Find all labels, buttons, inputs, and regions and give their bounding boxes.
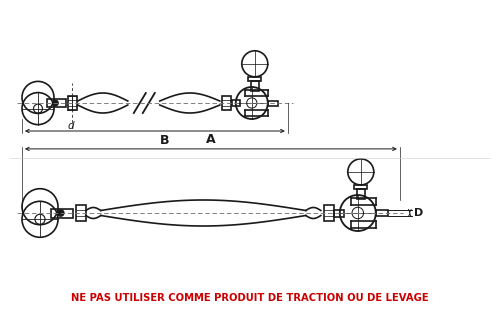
Bar bbox=[248, 77, 262, 81]
Circle shape bbox=[58, 210, 64, 216]
Bar bbox=[324, 205, 334, 221]
Bar bbox=[68, 96, 78, 110]
Bar bbox=[354, 185, 368, 189]
Bar bbox=[334, 209, 344, 217]
Bar bbox=[357, 189, 365, 199]
Circle shape bbox=[52, 100, 58, 106]
Text: B: B bbox=[160, 134, 170, 147]
Bar bbox=[268, 100, 278, 105]
Bar bbox=[51, 208, 73, 218]
Bar bbox=[232, 100, 240, 106]
Bar bbox=[376, 210, 388, 216]
Bar bbox=[76, 205, 86, 221]
Text: A: A bbox=[206, 133, 216, 146]
Text: d: d bbox=[68, 121, 74, 131]
Bar bbox=[222, 96, 232, 110]
Text: NE PAS UTILISER COMME PRODUIT DE TRACTION OU DE LEVAGE: NE PAS UTILISER COMME PRODUIT DE TRACTIO… bbox=[71, 293, 429, 303]
Bar bbox=[251, 81, 259, 91]
Bar bbox=[47, 99, 66, 107]
Text: D: D bbox=[414, 208, 423, 218]
